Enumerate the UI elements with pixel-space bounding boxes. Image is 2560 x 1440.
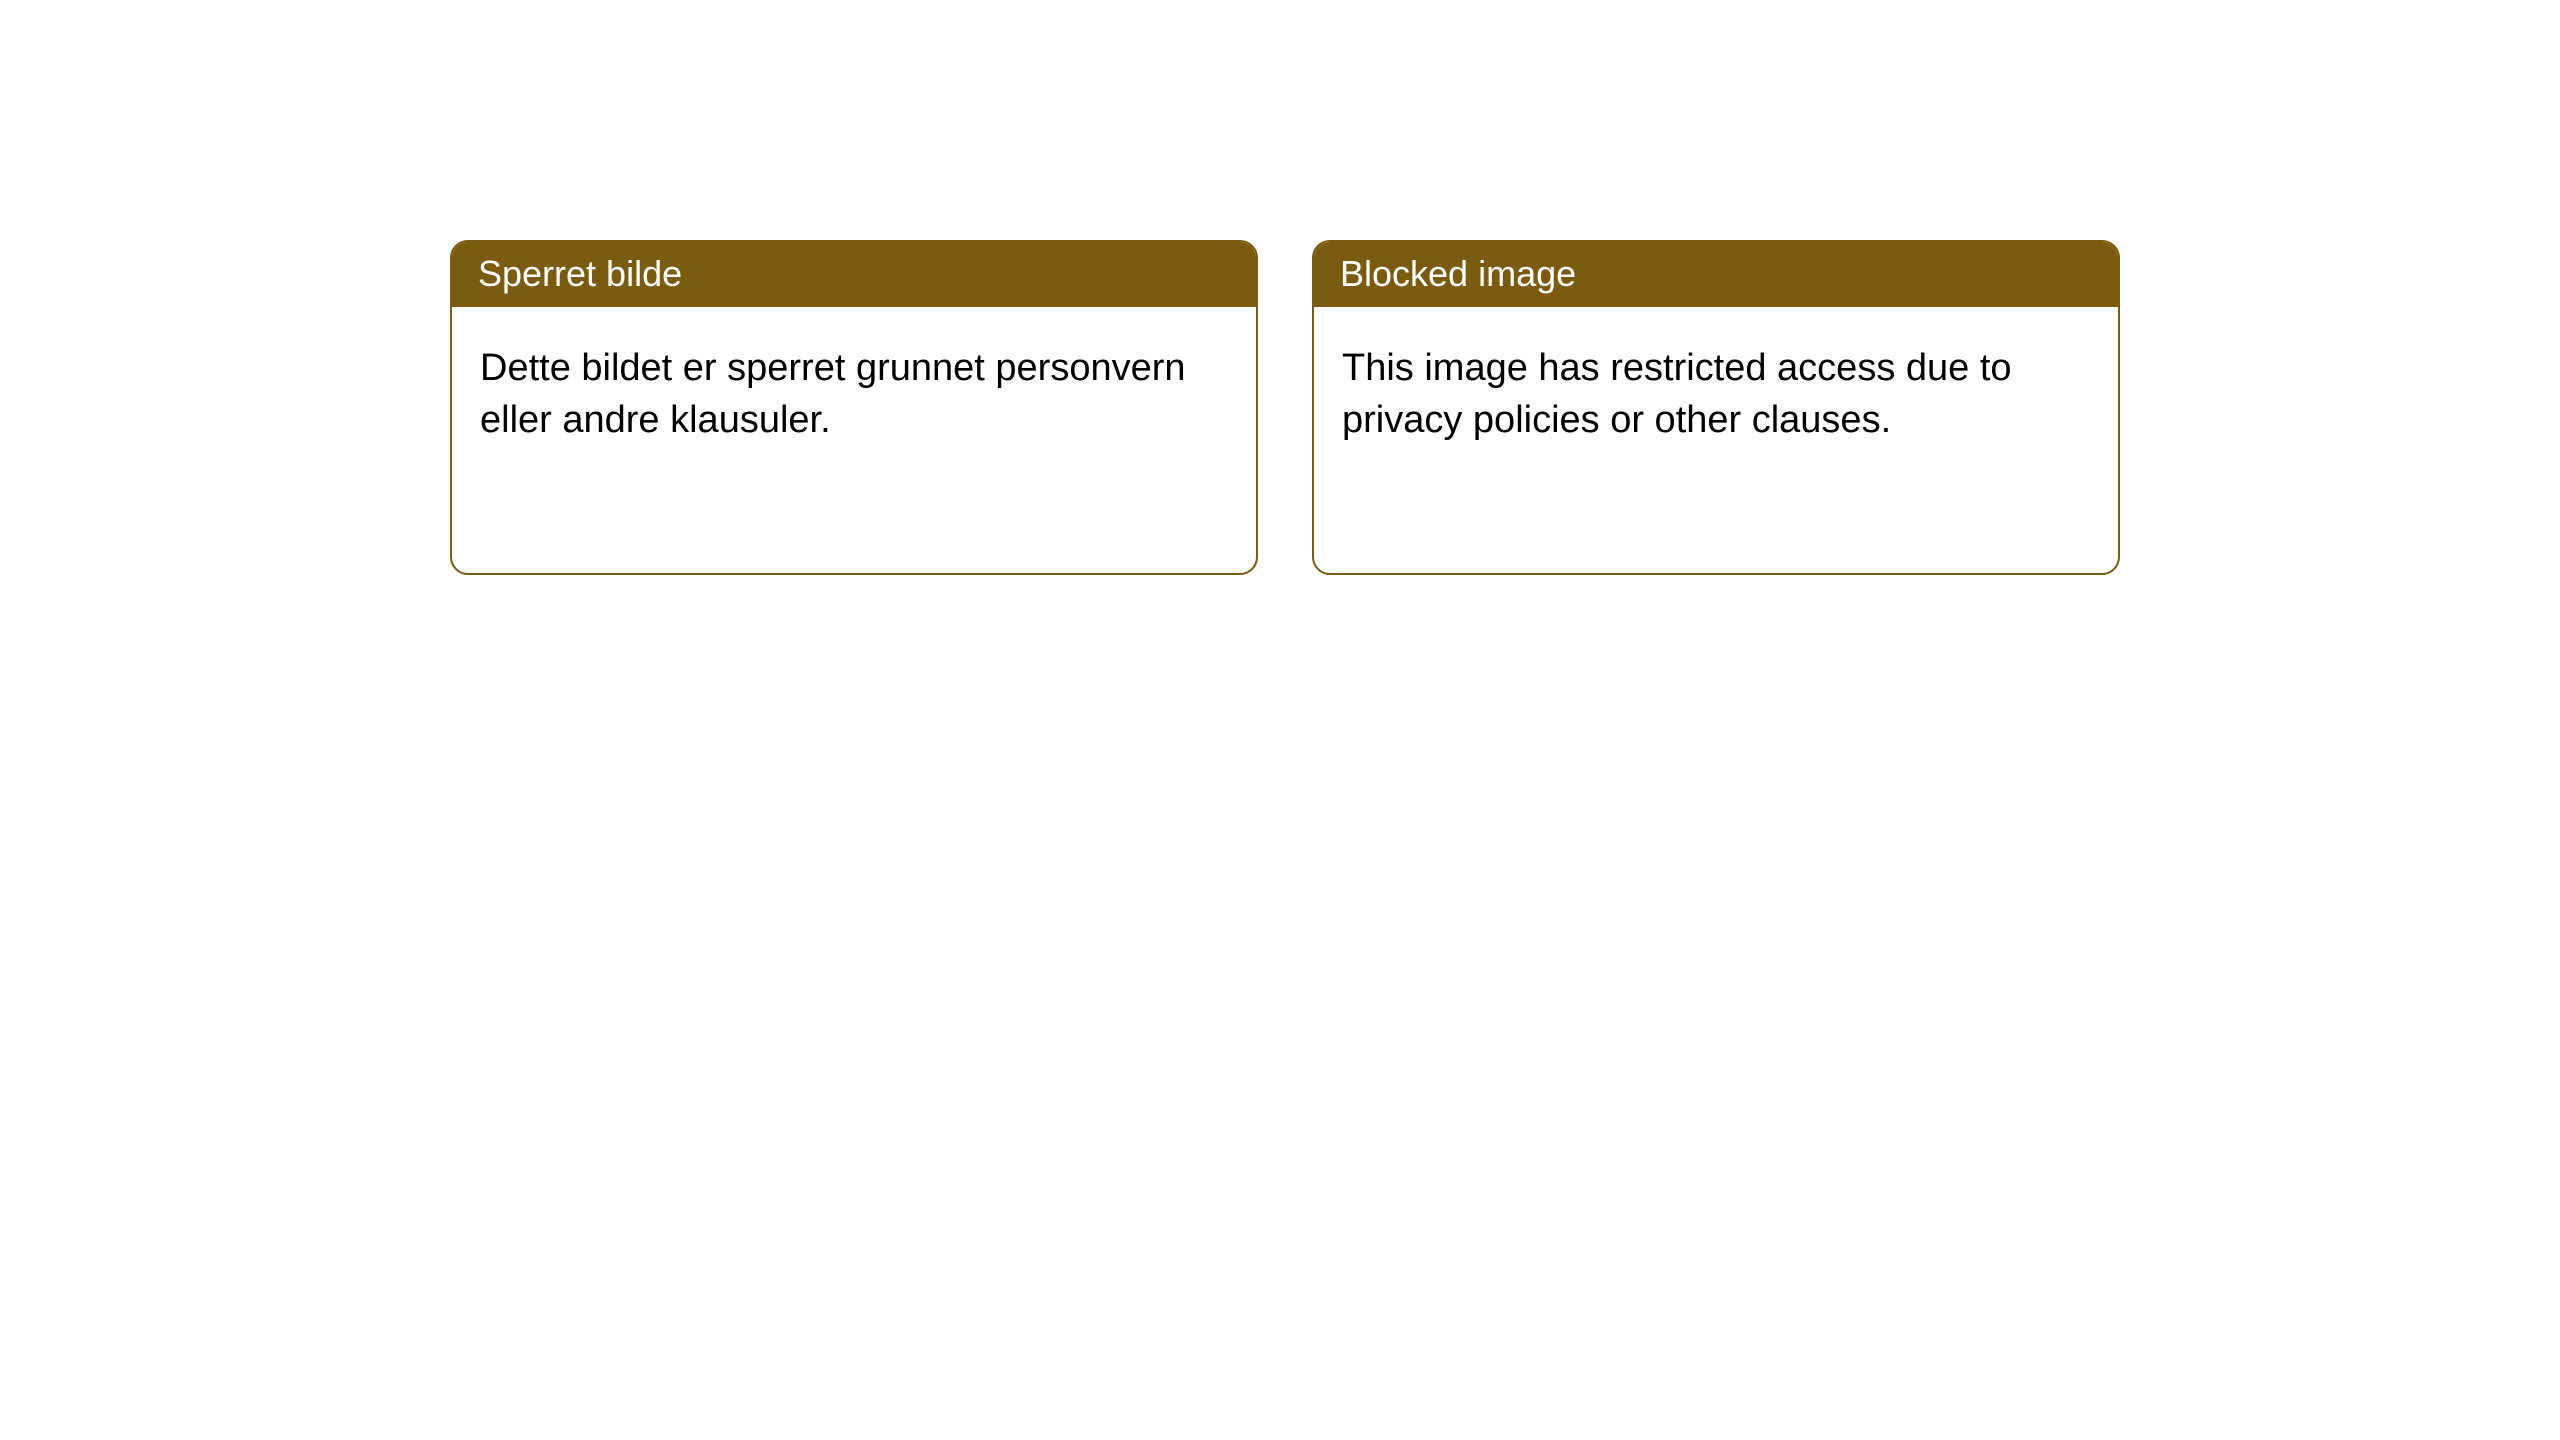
notice-card-norwegian: Sperret bilde Dette bildet er sperret gr… <box>450 240 1258 575</box>
notice-card-english: Blocked image This image has restricted … <box>1312 240 2120 575</box>
notice-body: This image has restricted access due to … <box>1314 307 2118 482</box>
notice-body: Dette bildet er sperret grunnet personve… <box>452 307 1256 482</box>
notice-title: Blocked image <box>1314 242 2118 307</box>
notice-container: Sperret bilde Dette bildet er sperret gr… <box>0 0 2560 575</box>
notice-title: Sperret bilde <box>452 242 1256 307</box>
